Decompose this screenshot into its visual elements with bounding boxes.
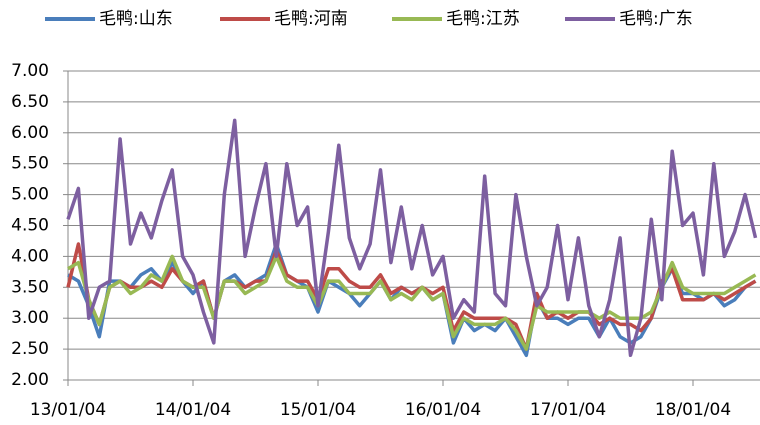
y-tick-label: 4.50: [11, 216, 49, 236]
series-line: [66, 118, 758, 358]
y-tick-label: 6.00: [11, 123, 49, 143]
x-tick-label: 15/01/04: [280, 400, 356, 420]
y-tick-label: 4.00: [11, 246, 49, 266]
y-tick-label: 6.50: [11, 92, 49, 112]
x-tick-label: 17/01/04: [530, 400, 606, 420]
y-tick-label: 7.00: [11, 61, 49, 81]
y-tick-label: 2.00: [11, 370, 49, 390]
y-tick-label: 2.50: [11, 339, 49, 359]
x-tick-label: 14/01/04: [155, 400, 231, 420]
legend-label: 毛鸭:广东: [619, 9, 693, 29]
legend-label: 毛鸭:江苏: [446, 9, 520, 29]
y-tick-label: 3.50: [11, 277, 49, 297]
y-tick-label: 5.00: [11, 185, 49, 205]
x-tick-label: 13/01/04: [30, 400, 106, 420]
y-tick-label: 3.00: [11, 308, 49, 328]
x-tick-label: 16/01/04: [405, 400, 481, 420]
y-tick-label: 5.50: [11, 154, 49, 174]
x-tick-label: 18/01/04: [655, 400, 731, 420]
legend-label: 毛鸭:山东: [99, 9, 173, 29]
legend-label: 毛鸭:河南: [274, 9, 348, 29]
